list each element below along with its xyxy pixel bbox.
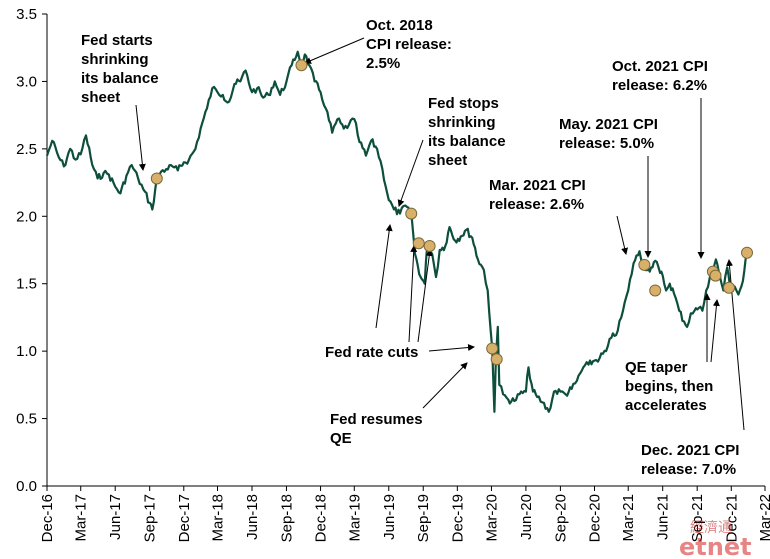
annotation-fed-shrink-start: Fed starts shrinking its balance sheet xyxy=(81,32,163,106)
event-marker xyxy=(723,281,736,294)
y-tick-label: 2.5 xyxy=(16,141,37,158)
watermark-brand: etnet xyxy=(679,533,752,559)
event-marker xyxy=(295,59,308,72)
annotation-arrow xyxy=(422,362,468,409)
x-tick-label: Sep-17 xyxy=(142,494,159,542)
x-tick-label: Sep-19 xyxy=(415,494,432,542)
y-tick-label: 1.0 xyxy=(16,343,37,360)
annotation-arrow xyxy=(616,215,629,255)
x-tick-label: Jun-18 xyxy=(244,494,261,540)
x-tick-label: Sep-18 xyxy=(278,494,295,542)
annotation-fed-shrink-stop: Fed stops shrinking its balance sheet xyxy=(428,95,510,169)
y-axis-ticks: 0.0 0.5 1.0 1.5 2.0 2.5 3.0 3.5 xyxy=(16,6,47,495)
x-tick-label: Dec-17 xyxy=(176,494,193,542)
x-tick-label: Jun-17 xyxy=(107,494,124,540)
x-tick-label: Mar-19 xyxy=(346,494,363,542)
x-tick-label: Mar-22 xyxy=(757,494,770,542)
x-axis-ticks: Dec-16 Mar-17 Jun-17 Sep-17 Dec-17 Mar-18 Jun-… xyxy=(39,486,770,542)
annotation-arrow xyxy=(304,37,365,64)
x-tick-label: Mar-20 xyxy=(483,494,500,542)
annotation-arrow xyxy=(397,139,424,207)
event-marker xyxy=(412,237,425,250)
annotation-fed-rate-cuts: Fed rate cuts xyxy=(325,344,418,361)
annotation-may-2021-cpi: May. 2021 CPI release: 5.0% xyxy=(559,116,662,152)
event-marker xyxy=(709,269,722,282)
x-tick-label: Jun-20 xyxy=(518,494,535,540)
x-tick-label: Mar-17 xyxy=(73,494,90,542)
annotation-oct-2018-cpi: Oct. 2018 CPI release: 2.5% xyxy=(366,17,456,72)
x-tick-label: Jun-19 xyxy=(381,494,398,540)
y-tick-label: 2.0 xyxy=(16,208,37,225)
annotation-arrow xyxy=(408,245,418,343)
x-tick-label: Dec-20 xyxy=(586,494,603,542)
annotation-arrow xyxy=(428,344,475,352)
event-marker xyxy=(486,342,499,355)
event-marker xyxy=(638,258,651,271)
x-tick-label: Sep-21 xyxy=(689,494,706,542)
annotation-arrow xyxy=(375,224,393,329)
annotation-arrow xyxy=(417,249,433,343)
event-marker xyxy=(423,239,436,252)
annotation-oct-2021-cpi: Oct. 2021 CPI release: 6.2% xyxy=(612,58,712,94)
x-tick-label: Sep-20 xyxy=(552,494,569,542)
annotation-arrow xyxy=(710,299,720,363)
y-tick-label: 3.0 xyxy=(16,73,37,90)
event-marker xyxy=(150,172,163,185)
annotation-dec-2021-cpi: Dec. 2021 CPI release: 7.0% xyxy=(641,442,744,478)
x-tick-label: Dec-16 xyxy=(39,494,56,542)
annotation-qe-taper: QE taper begins, then accelerates xyxy=(625,359,718,414)
y-tick-label: 3.5 xyxy=(16,6,37,23)
annotation-arrow xyxy=(135,104,146,171)
annotation-mar-2021-cpi: Mar. 2021 CPI release: 2.6% xyxy=(489,177,590,213)
watermark-cn: 經濟通 xyxy=(690,520,732,536)
x-tick-label: Dec-18 xyxy=(313,494,330,542)
event-marker xyxy=(649,284,662,297)
event-marker xyxy=(405,207,418,220)
event-marker xyxy=(741,246,754,259)
y-tick-label: 1.5 xyxy=(16,276,37,293)
annotation-fed-resumes-qe: Fed resumes QE xyxy=(330,411,427,447)
event-markers xyxy=(150,59,754,366)
x-tick-label: Mar-21 xyxy=(620,494,637,542)
event-marker xyxy=(490,353,503,366)
axes xyxy=(46,14,765,487)
annotation-pointers xyxy=(135,37,745,431)
x-tick-label: Dec-21 xyxy=(723,494,740,542)
y-tick-label: 0.5 xyxy=(16,411,37,428)
x-tick-label: Dec-19 xyxy=(449,494,466,542)
etnet-watermark: 經濟通 etnet xyxy=(679,520,752,559)
y-tick-label: 0.0 xyxy=(16,478,37,495)
x-tick-label: Jun-21 xyxy=(655,494,672,540)
x-tick-label: Mar-18 xyxy=(210,494,227,542)
